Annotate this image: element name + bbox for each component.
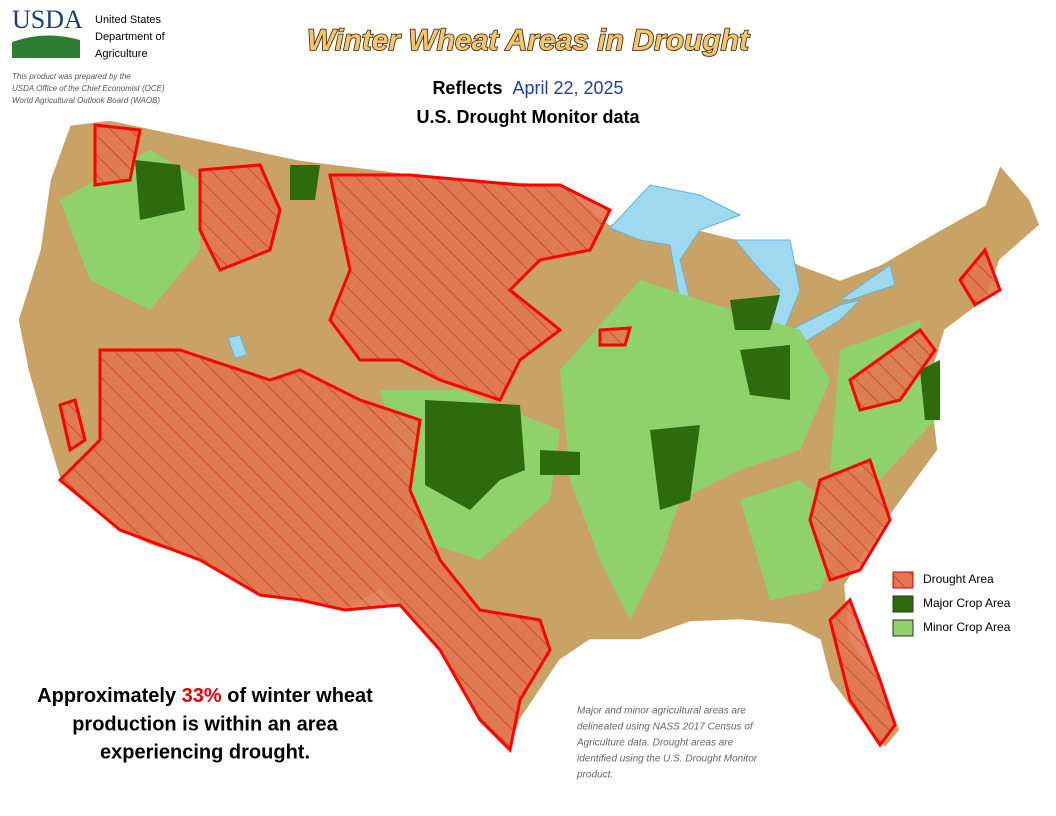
- great-salt-lake: [227, 334, 248, 359]
- note-line: delineated using NASS 2017 Census of: [577, 722, 754, 733]
- note-line: Agriculture data. Drought areas are: [576, 738, 734, 749]
- logo-field: [12, 35, 80, 58]
- credit: This product was prepared by the: [12, 72, 131, 81]
- note-line: product.: [576, 770, 613, 781]
- drought-areas: [57, 123, 1002, 754]
- drought-area: [598, 326, 633, 347]
- drought-area: [828, 597, 897, 748]
- subtitle: Reflects April 22, 2025: [432, 78, 623, 98]
- major-crop: [540, 450, 580, 475]
- summary-text: Approximately: [37, 685, 181, 707]
- credit: USDA Office of the Chief Economist (OCE): [12, 84, 165, 93]
- subtitle-source: U.S. Drought Monitor data: [417, 107, 641, 127]
- summary-line: Approximately 33% of winter wheat: [37, 685, 373, 707]
- legend-label: Minor Crop Area: [923, 620, 1011, 634]
- credit: World Agricultural Outlook Board (WAOB): [12, 96, 160, 105]
- logo-text: USDA: [12, 5, 83, 34]
- drought-area: [58, 398, 87, 453]
- major-crop: [920, 360, 940, 420]
- drought-area: [848, 327, 937, 412]
- drought-area: [198, 163, 282, 272]
- drought-area: [57, 348, 552, 754]
- summary-highlight: 33%: [182, 685, 222, 707]
- legend-label: Major Crop Area: [923, 596, 1011, 610]
- legend-swatch: [892, 595, 914, 613]
- subtitle-date: April 22, 2025: [512, 78, 623, 98]
- great-lakes: [838, 264, 896, 301]
- major-crop: [740, 345, 790, 400]
- agency-name: Department of: [95, 31, 166, 43]
- note-line: identified using the U.S. Drought Monito…: [577, 754, 758, 765]
- summary-text: of winter wheat: [222, 685, 373, 707]
- major-crop: [650, 425, 700, 510]
- drought-area: [93, 123, 142, 187]
- subtitle-prefix: Reflects: [432, 78, 502, 98]
- summary-line: production is within an area: [72, 713, 338, 735]
- summary: Approximately 33% of winter wheat produc…: [37, 685, 373, 763]
- legend-swatch: [892, 571, 914, 589]
- note-line: Major and minor agricultural areas are: [577, 706, 746, 717]
- major-crop-areas: [135, 160, 940, 510]
- major-crop: [730, 295, 780, 330]
- title: Winter Wheat Areas in Drought: [307, 24, 751, 57]
- map: [17, 119, 1041, 754]
- agency-name: United States: [95, 14, 162, 26]
- agency-name: Agriculture: [95, 48, 148, 60]
- drought-area: [328, 173, 613, 402]
- usda-logo: USDA: [12, 5, 83, 58]
- note: Major and minor agricultural areas are d…: [576, 706, 758, 781]
- drought-area: [958, 247, 1002, 308]
- legend: Drought Area Major Crop Area Minor Crop …: [892, 571, 1011, 637]
- major-crop: [290, 165, 320, 200]
- drought-area: [808, 458, 892, 582]
- legend-label: Drought Area: [923, 572, 994, 586]
- summary-line: experiencing drought.: [100, 741, 310, 763]
- legend-swatch: [892, 619, 914, 637]
- major-crop: [425, 400, 525, 510]
- major-crop: [135, 160, 185, 220]
